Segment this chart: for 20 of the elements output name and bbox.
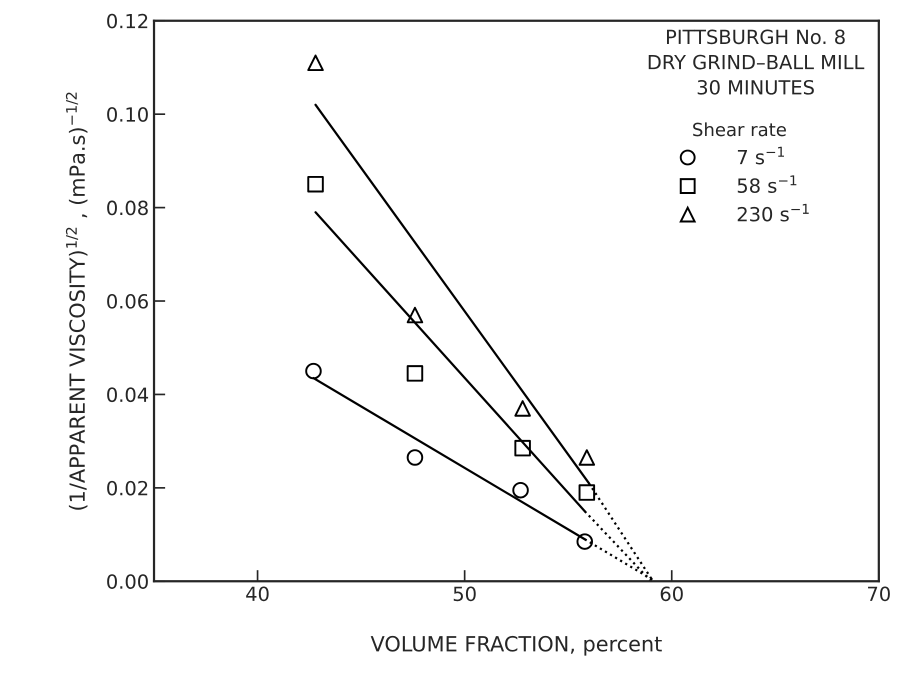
y-tick-label: 0.02 bbox=[107, 480, 148, 496]
x-tick-label: 50 bbox=[454, 586, 476, 602]
x-axis-title: VOLUME FRACTION, percent bbox=[370, 636, 662, 656]
y-tick-label: 0.10 bbox=[107, 107, 148, 122]
annotation: 30 MINUTES bbox=[698, 80, 814, 95]
y-tick-label: 0.08 bbox=[107, 200, 148, 216]
x-tick-label: 70 bbox=[868, 586, 890, 602]
y-axis-title: (1/APPARENT VISCOSITY)$^{1/2}$ , (mPa.s)$^{−1/2}$ bbox=[66, 92, 88, 510]
y-tick-label: 0.04 bbox=[107, 387, 148, 402]
annotation: DRY GRIND–BALL MILL bbox=[648, 54, 864, 70]
legend-label: 58 s$^{−1}$ bbox=[738, 175, 796, 193]
legend-label: 230 s$^{−1}$ bbox=[738, 204, 809, 222]
x-tick-label: 40 bbox=[246, 586, 269, 602]
y-tick-label: 0.00 bbox=[107, 574, 148, 589]
annotation: PITTSBURGH No. 8 bbox=[667, 30, 845, 44]
y-tick-label: 0.06 bbox=[107, 294, 148, 309]
x-tick-label: 60 bbox=[660, 586, 683, 602]
legend-title: Shear rate bbox=[693, 122, 786, 136]
y-tick-label: 0.12 bbox=[107, 14, 148, 28]
legend-label: 7 s$^{−1}$ bbox=[738, 146, 784, 164]
